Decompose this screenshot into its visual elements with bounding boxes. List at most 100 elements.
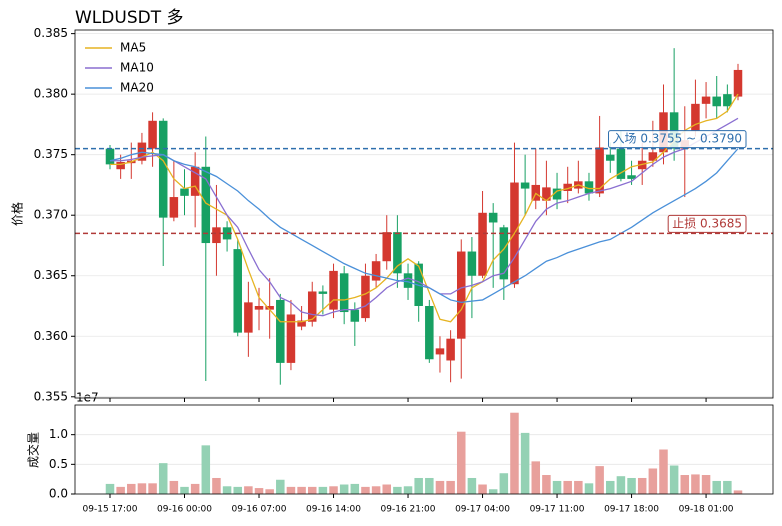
candle-body bbox=[616, 148, 626, 179]
volume-bar bbox=[137, 483, 147, 494]
volume-bar bbox=[478, 484, 487, 494]
legend-label: MA5 bbox=[120, 41, 146, 55]
candle-body bbox=[265, 306, 274, 310]
level-label-box bbox=[667, 214, 747, 233]
candle-body bbox=[552, 188, 562, 200]
candle-body bbox=[712, 96, 721, 107]
candle-body bbox=[467, 251, 477, 276]
volume-bar bbox=[307, 486, 317, 494]
candle-body bbox=[339, 273, 349, 313]
volume-bar bbox=[297, 486, 306, 494]
volume-bar bbox=[627, 477, 636, 494]
candle-body bbox=[425, 306, 434, 360]
volume-bar bbox=[116, 486, 125, 494]
candle-body bbox=[542, 187, 551, 201]
candle-body bbox=[648, 152, 658, 161]
volume-bar bbox=[435, 480, 445, 494]
candle-body bbox=[116, 161, 125, 170]
volume-bar bbox=[201, 445, 211, 494]
volume-bar bbox=[542, 475, 551, 494]
volume-bar bbox=[425, 477, 434, 494]
level-label: 入场 0.3755 ~ 0.3790 bbox=[613, 132, 742, 146]
y-tick-label: 0.370 bbox=[34, 208, 68, 222]
candle-body bbox=[478, 212, 487, 276]
candle-body bbox=[488, 212, 498, 223]
volume-bar bbox=[691, 474, 700, 494]
candle-body bbox=[627, 175, 636, 179]
candle-body bbox=[446, 338, 455, 361]
candle-body bbox=[701, 96, 711, 104]
y-tick-label: 0.355 bbox=[34, 389, 68, 403]
volume-bar bbox=[637, 477, 647, 494]
candle-body bbox=[233, 249, 242, 333]
candle-body bbox=[606, 154, 615, 161]
candle-body bbox=[212, 227, 221, 244]
volume-bar bbox=[180, 486, 189, 494]
candle-body bbox=[105, 148, 115, 165]
volume-bar bbox=[606, 480, 615, 494]
candle-body bbox=[169, 197, 179, 218]
candle-body bbox=[297, 320, 306, 327]
x-tick-label: 09-17 18:00 bbox=[604, 505, 659, 515]
volume-bar bbox=[361, 486, 370, 494]
volume-bar bbox=[254, 488, 264, 494]
volume-offset-label: 1e7 bbox=[76, 391, 99, 405]
volume-bar bbox=[127, 483, 136, 494]
y-tick-label: 0.380 bbox=[34, 87, 68, 101]
volume-bar bbox=[446, 480, 455, 494]
volume-bar bbox=[584, 483, 594, 494]
candle-body bbox=[350, 309, 360, 322]
volume-bar bbox=[733, 490, 743, 494]
candle-body bbox=[584, 181, 594, 194]
candle-body bbox=[403, 273, 413, 288]
candle-body bbox=[254, 306, 264, 310]
candle-body bbox=[329, 270, 338, 310]
candle-body bbox=[435, 348, 445, 355]
plot-frame bbox=[74, 29, 774, 399]
ma-line bbox=[110, 117, 739, 317]
candle-body bbox=[318, 291, 328, 294]
volume-bar bbox=[371, 486, 381, 494]
volume-bar bbox=[414, 477, 423, 494]
level-label-box bbox=[608, 130, 747, 149]
candle-body bbox=[286, 314, 296, 363]
volume-bar bbox=[286, 486, 296, 494]
volume-bar bbox=[233, 486, 242, 494]
volume-bar bbox=[329, 486, 338, 494]
volume-bar bbox=[648, 468, 658, 494]
volume-axis-label: 成交量 bbox=[26, 432, 41, 468]
x-tick-label: 09-16 21:00 bbox=[381, 505, 436, 515]
y-tick-label: 0.5 bbox=[49, 457, 68, 471]
candle-body bbox=[158, 120, 168, 218]
candle-body bbox=[723, 94, 732, 107]
volume-bar bbox=[456, 431, 466, 494]
volume-bar bbox=[382, 484, 392, 494]
volume-bar bbox=[350, 483, 360, 494]
candle-body bbox=[691, 103, 700, 131]
volume-bar bbox=[574, 480, 583, 494]
volume-bar bbox=[339, 484, 349, 494]
candle-body bbox=[499, 227, 509, 280]
volume-bar bbox=[169, 480, 179, 494]
legend-label: MA20 bbox=[120, 81, 154, 95]
y-tick-label: 0.385 bbox=[34, 26, 68, 40]
candle-body bbox=[563, 183, 572, 191]
volume-bar bbox=[488, 489, 498, 494]
candle-body bbox=[244, 302, 253, 333]
candle-body bbox=[307, 291, 317, 322]
chart-title: WLDUSDT 多 bbox=[75, 8, 183, 28]
y-axis-label: 价格 bbox=[10, 202, 25, 226]
volume-bar bbox=[212, 477, 221, 494]
y-tick-label: 0.360 bbox=[34, 329, 68, 343]
volume-bar bbox=[531, 461, 541, 494]
volume-bar bbox=[723, 480, 732, 494]
x-tick-label: 09-18 01:00 bbox=[679, 505, 734, 515]
y-tick-label: 0.365 bbox=[34, 268, 68, 282]
volume-bar bbox=[552, 480, 562, 494]
candle-body bbox=[180, 188, 189, 196]
volume-bar bbox=[595, 466, 604, 494]
candle-body bbox=[382, 232, 392, 262]
x-tick-label: 09-16 14:00 bbox=[306, 505, 361, 515]
volume-bar bbox=[403, 486, 413, 494]
volume-bar bbox=[190, 483, 200, 494]
